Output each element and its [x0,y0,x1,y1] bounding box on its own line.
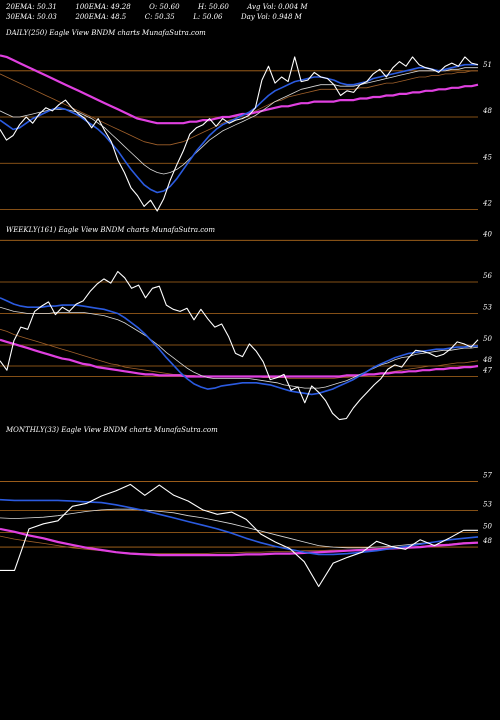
daily-tick-label-3: 42 [482,199,492,207]
header-value-200ema: 48.5 [110,13,127,21]
weekly-price-line [0,270,479,421]
weekly-ema-white-line [0,306,479,389]
daily-ema-fast-line [0,63,478,194]
daily-tick-label-2: 45 [482,153,492,161]
weekly-tick-label-1: 53 [483,304,492,312]
header-label-open: O [149,3,155,11]
header-value-20ema: 50.31 [36,3,57,11]
daily-price-line [0,56,479,212]
header-label-20ema: 20EMA [6,3,33,11]
weekly-tick-label-3: 48 [482,356,492,364]
monthly-tick-label-1: 53 [483,501,492,509]
monthly-ema-white-line [0,508,479,549]
monthly-ema-fast-line [0,498,479,556]
header-value-low: 50.06 [202,13,223,21]
header-value-high: 50.60 [208,3,229,11]
daily-tick-label-4: 40 [482,230,492,238]
header-label-close: C [144,13,151,21]
header-row-2: 30EMA: 50.03 200EMA: 48.5 C: 50.35 L: 50… [6,13,302,21]
header-label-low: L [193,13,198,21]
weekly-ema-slow-line [0,338,479,378]
header-label-high: H [198,3,205,11]
daily-ema-slow-line [0,54,479,125]
monthly-price-line [0,483,478,588]
monthly-tick-label-0: 57 [483,471,492,479]
weekly-tick-label-4: 47 [482,367,492,375]
daily-tick-label-1: 48 [482,107,492,115]
daily-panel-title: DAILY(250) Eagle View BNDM charts Munafa… [6,29,206,37]
monthly-tick-label-3: 48 [482,537,492,545]
header-label-avg-vol: Avg Vol [247,3,274,11]
weekly-tick-label-0: 56 [483,272,492,280]
header-value-day-vol: 0.948 M [272,13,302,21]
header-label-100ema: 100EMA [75,3,107,11]
weekly-panel-title: WEEKLY(161) Eagle View BNDM charts Munaf… [6,226,216,234]
header-label-200ema: 200EMA [75,13,107,21]
header-value-open: 50.60 [159,3,180,11]
header-value-30ema: 50.03 [36,13,57,21]
header-value-avg-vol: 0.004 M [278,3,308,11]
header-value-100ema: 49.28 [110,3,131,11]
monthly-panel-title: MONTHLY(33) Eagle View BNDM charts Munaf… [6,426,218,434]
weekly-tick-label-2: 50 [483,335,492,343]
header-label-day-vol: Day Vol [240,13,268,21]
weekly-ema-fast-line [0,297,478,396]
header-label-30ema: 30EMA [6,13,33,21]
monthly-tick-label-2: 50 [483,523,492,531]
daily-ema-white-line [0,67,478,175]
header-row-1: 20EMA: 50.31 100EMA: 49.28 O: 50.60 H: 5… [6,3,308,11]
daily-tick-label-0: 51 [483,61,492,69]
header-value-close: 50.35 [154,13,175,21]
